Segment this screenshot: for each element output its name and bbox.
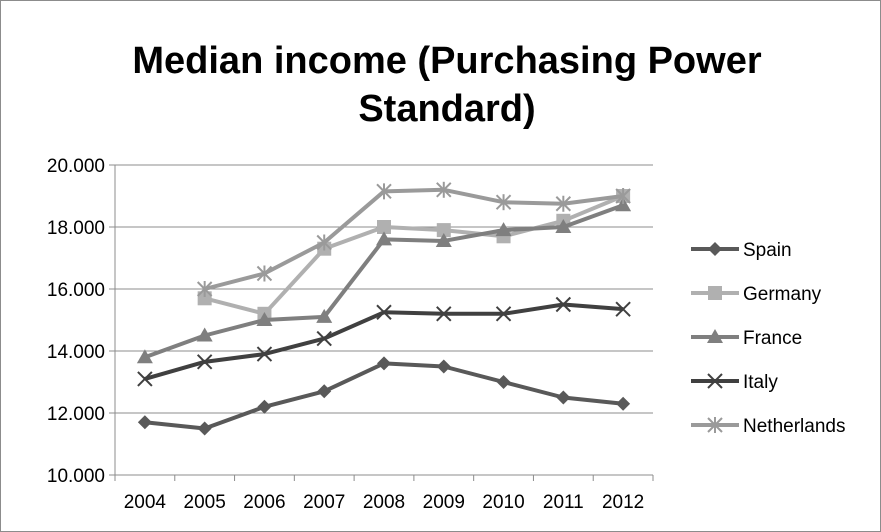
y-tick-label-10000: 10.000	[47, 466, 105, 487]
data-point-france-2007	[316, 308, 333, 323]
legend-label-germany: Germany	[743, 284, 822, 305]
data-point-spain-2004	[137, 415, 152, 430]
data-point-italy-2007	[316, 330, 332, 347]
y-tick-label-20000: 20.000	[47, 156, 105, 177]
data-point-germany-2009	[436, 223, 451, 238]
data-point-italy-2011	[555, 296, 572, 313]
legend-label-spain: Spain	[743, 240, 792, 261]
data-point-netherlands-2006	[256, 265, 273, 282]
series-france	[136, 197, 632, 364]
y-tick-label-12000: 12.000	[47, 404, 105, 425]
data-point-netherlands-2005	[196, 281, 213, 297]
x-tick-label-2011: 2011	[543, 492, 584, 513]
data-point-spain-2008	[377, 356, 391, 371]
legend-label-italy: Italy	[743, 372, 778, 393]
data-point-netherlands-2008	[376, 183, 392, 200]
x-tick-label-2012: 2012	[602, 492, 644, 513]
data-point-italy-2010	[495, 306, 512, 322]
x-tick-label-2006: 2006	[243, 492, 285, 513]
legend-entry-france: France	[691, 328, 802, 349]
legend-marker-netherlands	[707, 417, 723, 433]
data-point-netherlands-2012	[615, 188, 631, 204]
data-point-spain-2011	[556, 390, 571, 405]
data-point-france-2011	[555, 219, 572, 233]
data-point-spain-2012	[616, 396, 631, 411]
data-point-italy-2008	[376, 304, 392, 320]
legend-marker-spain	[708, 242, 722, 256]
series-line-netherlands	[204, 187, 624, 291]
x-tick-label-2004: 2004	[124, 492, 167, 513]
chart-title-line-1: Median income (Purchasing Power	[132, 40, 761, 82]
data-point-france-2004	[136, 349, 153, 364]
data-point-spain-2007	[317, 384, 332, 399]
data-point-germany-2008	[377, 220, 391, 234]
data-point-italy-2006	[256, 346, 273, 362]
legend-entry-germany: Germany	[691, 284, 822, 305]
legend: Spain Germany France Italy Netherlands	[691, 240, 845, 437]
data-point-france-2009	[435, 232, 452, 247]
chart-title-line-2: Standard)	[358, 88, 535, 130]
data-point-france-2010	[495, 222, 512, 237]
data-point-italy-2004	[137, 371, 153, 387]
legend-marker-germany	[708, 286, 722, 300]
data-point-italy-2009	[436, 306, 452, 322]
series-group	[136, 181, 632, 436]
legend-marker-france	[707, 329, 723, 343]
data-point-france-2008	[376, 231, 392, 246]
legend-entry-italy: Italy	[691, 372, 778, 393]
x-tick-label-2008: 2008	[363, 492, 405, 513]
data-point-spain-2010	[496, 375, 511, 389]
series-spain	[137, 356, 631, 436]
data-point-netherlands-2007	[316, 234, 332, 251]
series-line-germany	[204, 194, 624, 316]
data-point-spain-2006	[257, 399, 272, 414]
y-tick-label-18000: 18.000	[47, 218, 105, 239]
data-point-france-2006	[256, 312, 273, 326]
series-line-spain	[144, 361, 624, 431]
data-point-italy-2005	[196, 354, 213, 370]
data-point-germany-2005	[197, 291, 212, 306]
data-point-france-2012	[615, 197, 632, 212]
legend-entry-netherlands: Netherlands	[691, 416, 845, 437]
x-tick-label-2009: 2009	[423, 492, 465, 513]
data-point-spain-2009	[436, 359, 451, 374]
series-netherlands	[196, 181, 631, 297]
data-point-france-2005	[196, 327, 213, 342]
x-tick-label-2007: 2007	[303, 492, 345, 513]
series-italy	[137, 296, 631, 387]
y-tick-label-16000: 16.000	[47, 280, 105, 301]
data-point-netherlands-2009	[436, 181, 452, 198]
legend-label-france: France	[743, 328, 802, 349]
legend-marker-italy	[707, 373, 723, 389]
data-point-netherlands-2010	[495, 194, 512, 211]
axes: 10.000 12.000 14.000 16.000 18.000 20.000 2004…	[47, 156, 654, 513]
legend-label-netherlands: Netherlands	[743, 416, 845, 437]
data-point-netherlands-2011	[555, 195, 572, 212]
data-point-italy-2012	[615, 301, 631, 317]
data-point-spain-2005	[197, 421, 212, 436]
x-tick-label-2005: 2005	[184, 492, 226, 513]
series-germany	[197, 189, 631, 321]
x-tick-label-2010: 2010	[482, 492, 524, 513]
legend-entry-spain: Spain	[691, 240, 792, 261]
y-tick-label-14000: 14.000	[47, 342, 105, 363]
